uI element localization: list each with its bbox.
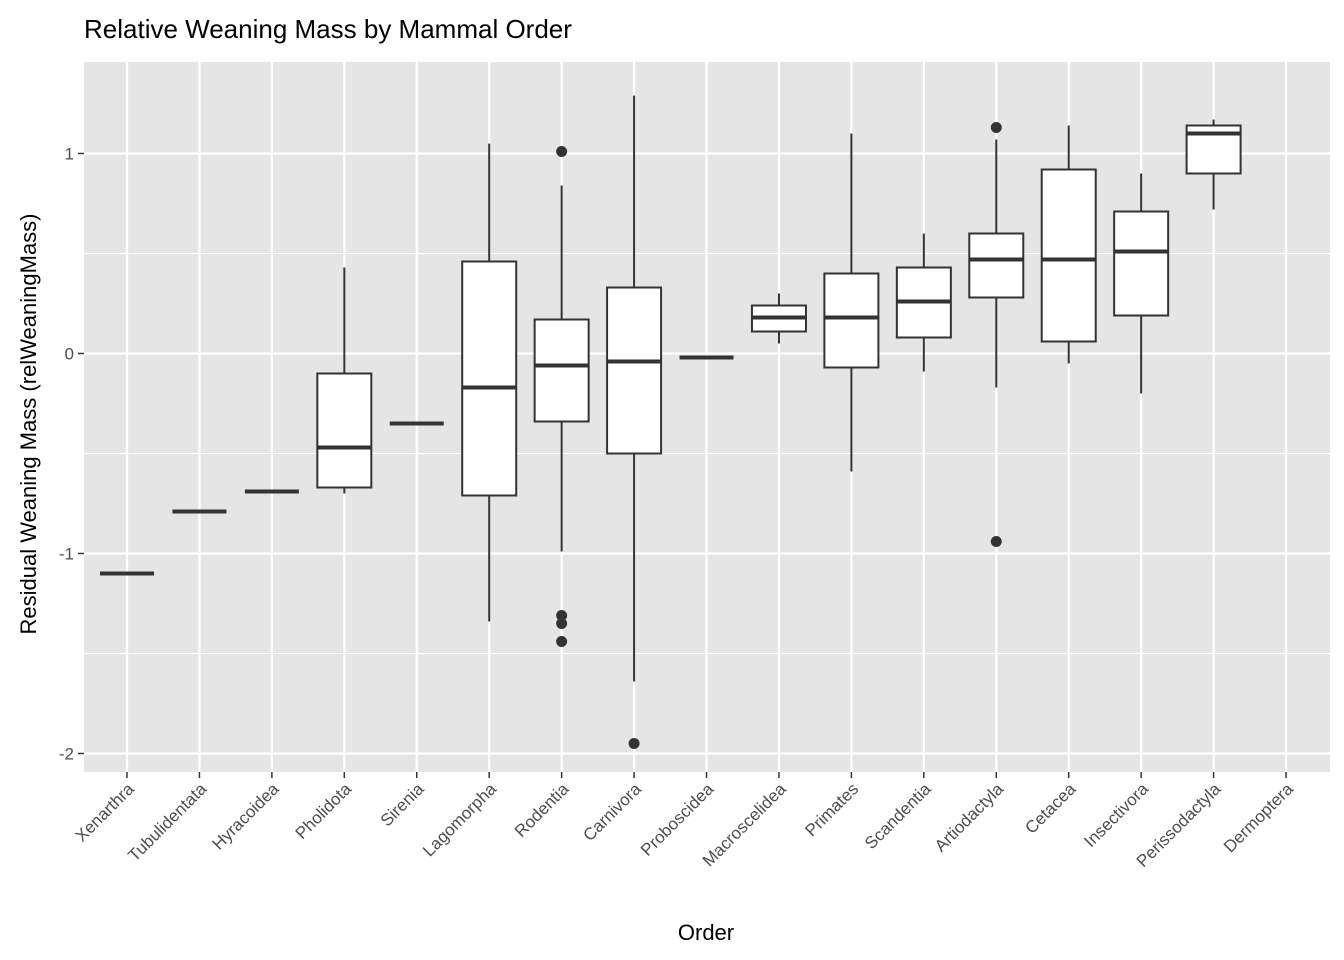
- x-tick-label: Cetacea: [1021, 779, 1080, 838]
- box-perissodactyla: [1185, 119, 1242, 210]
- iqr-box: [823, 272, 880, 369]
- box-primates: [823, 133, 880, 472]
- iqr-box: [316, 372, 373, 489]
- x-tick-label: Proboscidea: [637, 779, 718, 860]
- box-rodentia: [533, 146, 590, 647]
- x-tick-label: Tubulidentata: [124, 779, 210, 865]
- x-tick-label: Rodentia: [511, 779, 573, 841]
- y-axis-title: Residual Weaning Mass (relWeaningMass): [16, 213, 41, 634]
- x-tick-label: Scandentia: [861, 779, 935, 853]
- x-tick-label: Pholidota: [292, 779, 356, 843]
- y-tick-label: -1: [59, 545, 74, 564]
- iqr-box: [533, 318, 590, 423]
- outlier-point: [628, 738, 640, 749]
- x-axis-title: Order: [678, 920, 734, 945]
- box-carnivora: [606, 95, 663, 749]
- outlier-point: [556, 636, 568, 647]
- y-axis: -2 -1 0 1: [59, 145, 84, 764]
- box-macroscelidea: [750, 293, 807, 344]
- x-tick-label: Sirenia: [377, 779, 428, 830]
- x-tick-label: Artiodactyla: [931, 779, 1008, 856]
- x-tick-label: Dermoptera: [1220, 779, 1297, 856]
- y-tick-label: -2: [59, 745, 74, 764]
- x-tick-label: Xenarthra: [72, 779, 139, 846]
- chart-title: Relative Weaning Mass by Mammal Order: [84, 14, 572, 44]
- iqr-box: [606, 286, 663, 455]
- box-insectivora: [1113, 173, 1170, 394]
- x-tick-label: Hyracoidea: [208, 779, 283, 854]
- x-tick-label: Lagomorpha: [419, 779, 500, 860]
- outlier-point: [556, 146, 568, 157]
- outlier-point: [990, 122, 1002, 133]
- boxplot-marks: [100, 95, 1242, 749]
- box-pholidota: [316, 267, 373, 494]
- y-tick-label: 1: [65, 145, 74, 164]
- box-artiodactyla: [968, 122, 1025, 547]
- box-cetacea: [1040, 125, 1097, 364]
- box-scandentia: [895, 233, 952, 372]
- x-tick-label: Carnivora: [579, 779, 645, 845]
- iqr-box: [968, 232, 1025, 299]
- iqr-box: [461, 260, 518, 497]
- outlier-point: [556, 610, 568, 621]
- outlier-point: [990, 536, 1002, 547]
- x-tick-label: Primates: [801, 779, 862, 840]
- iqr-box: [1040, 168, 1097, 343]
- y-tick-label: 0: [65, 345, 74, 364]
- iqr-box: [1113, 210, 1170, 317]
- x-tick-label: Insectivora: [1080, 779, 1152, 851]
- box-lagomorpha: [461, 143, 518, 622]
- outlier-point: [556, 618, 568, 629]
